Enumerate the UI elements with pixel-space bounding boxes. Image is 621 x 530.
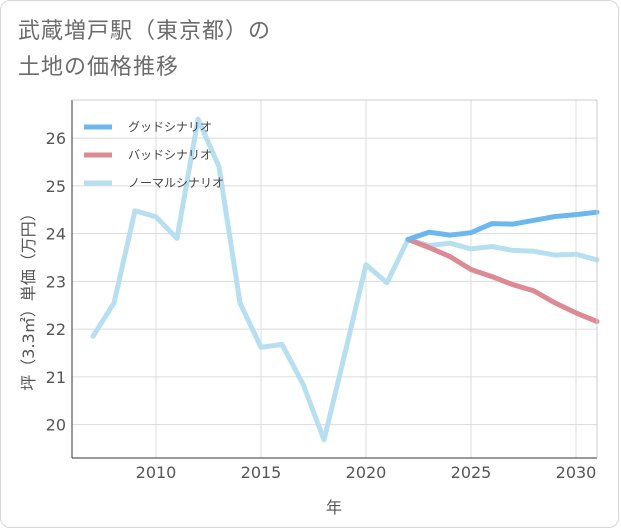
- series-line-2: [90, 116, 600, 443]
- x-tick-label: 2030: [556, 463, 597, 482]
- y-tick-label: 26: [46, 129, 66, 148]
- x-tick-label: 2025: [451, 463, 492, 482]
- title-line-1: 武蔵増戸駅（東京都）の: [18, 19, 272, 44]
- y-tick-label: 24: [46, 225, 66, 244]
- x-tick-label: 2020: [346, 463, 387, 482]
- legend-label-2: ノーマルシナリオ: [128, 176, 224, 190]
- grid: [72, 100, 597, 458]
- series-line-1: [405, 236, 600, 324]
- series-lines: [90, 116, 600, 443]
- y-tick-label: 25: [46, 177, 66, 196]
- y-tick-label: 21: [46, 368, 66, 387]
- x-axis-label: 年: [326, 498, 342, 517]
- x-tick-label: 2015: [241, 463, 282, 482]
- axes: [71, 99, 598, 459]
- legend-label-1: バッドシナリオ: [128, 148, 212, 162]
- y-tick-label: 22: [46, 320, 66, 339]
- y-tick-label: 20: [46, 416, 66, 435]
- x-tick-label: 2010: [136, 463, 177, 482]
- title-line-2: 土地の価格推移: [18, 55, 180, 80]
- y-tick-label: 23: [46, 272, 66, 291]
- legend-label-0: グッドシナリオ: [128, 120, 212, 134]
- y-axis-label: 坪（3.3㎡）単価（万円）: [19, 205, 38, 390]
- tick-labels: 2010 2015 2020 2025 2030 20 21 22 23 24 25 26: [46, 129, 597, 482]
- chart-title: 武蔵増戸駅（東京都）の 土地の価格推移: [18, 14, 271, 86]
- series-line-0: [405, 209, 600, 242]
